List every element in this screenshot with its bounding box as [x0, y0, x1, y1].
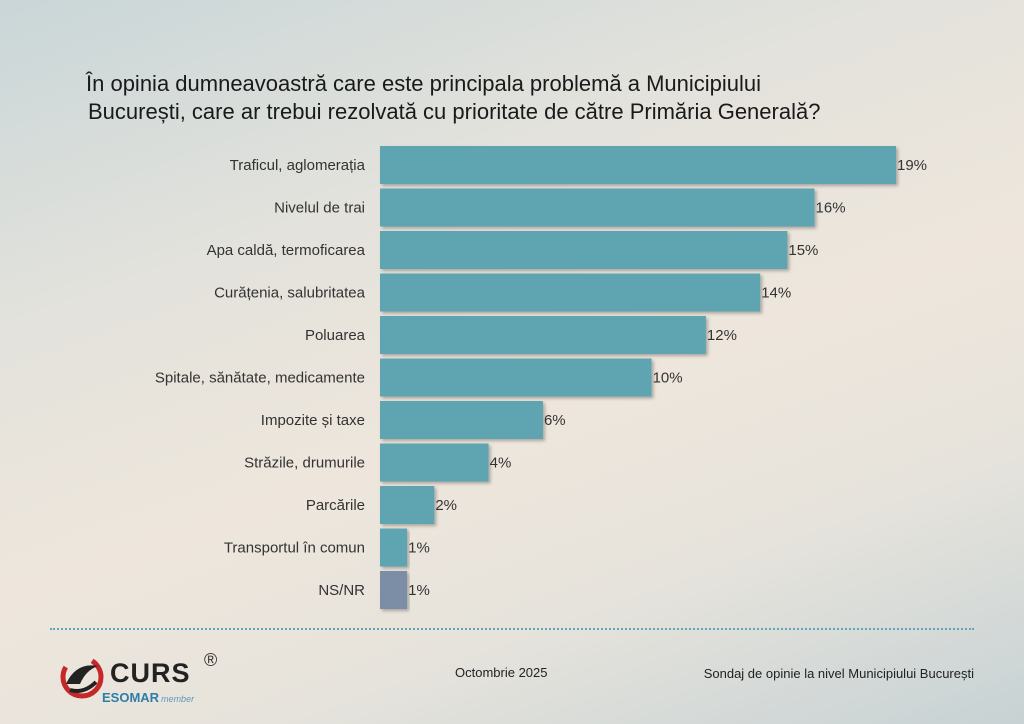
logo-wordmark: CURS [110, 658, 191, 688]
value-label: 1% [408, 540, 430, 557]
value-label: 14% [761, 285, 791, 302]
category-label: NS/NR [318, 582, 365, 599]
bar [380, 273, 761, 312]
value-label: 16% [816, 200, 846, 217]
category-label: Curățenia, salubritatea [214, 285, 366, 302]
value-label: 6% [544, 412, 566, 429]
bar [380, 528, 408, 567]
chart-title: În opinia dumneavoastră care este princi… [86, 70, 986, 126]
bar [380, 486, 435, 524]
title-line-1: În opinia dumneavoastră care este princi… [86, 71, 762, 96]
bar [380, 358, 652, 397]
value-label: 10% [653, 370, 683, 387]
bar [380, 188, 815, 227]
esomar-badge: ESOMAR member [102, 690, 194, 705]
bar [380, 571, 408, 609]
category-label: Străzile, drumurile [244, 455, 365, 472]
bar [380, 146, 896, 184]
footer-divider [50, 628, 974, 630]
value-label: 4% [490, 455, 512, 472]
value-label: 19% [897, 157, 927, 174]
value-label: 12% [707, 327, 737, 344]
curs-logo: CURS ® ESOMAR member [58, 650, 228, 708]
registered-mark: ® [204, 650, 218, 670]
category-label: Apa caldă, termoficarea [207, 242, 366, 259]
survey-date: Octombrie 2025 [455, 665, 548, 680]
survey-source: Sondaj de opinie la nivel Municipiului B… [703, 666, 974, 681]
category-label: Spitale, sănătate, medicamente [155, 370, 365, 387]
category-label: Poluarea [305, 327, 366, 344]
curs-logo-icon [60, 655, 104, 699]
value-label: 1% [408, 582, 430, 599]
bar [380, 231, 788, 269]
bar [380, 401, 543, 439]
esomar-text: ESOMAR [102, 690, 160, 705]
bar [380, 316, 706, 354]
category-label: Transportul în comun [224, 540, 365, 557]
esomar-member-text: member [161, 694, 195, 704]
value-label: 2% [435, 497, 457, 514]
category-label: Parcările [306, 497, 365, 514]
bar [380, 443, 489, 482]
value-label: 15% [788, 242, 818, 259]
category-label: Nivelul de trai [274, 200, 365, 217]
category-label: Impozite și taxe [261, 412, 365, 429]
category-label: Traficul, aglomerația [230, 157, 366, 174]
title-line-2: București, care ar trebui rezolvată cu p… [88, 99, 821, 124]
